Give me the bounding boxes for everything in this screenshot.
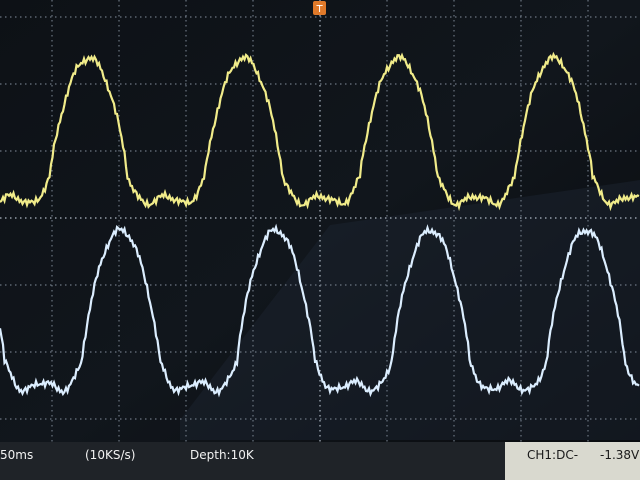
timebase: 50ms bbox=[0, 448, 33, 462]
glare bbox=[180, 180, 640, 440]
graticule bbox=[0, 0, 640, 442]
sample-rate: (10KS/s) bbox=[85, 448, 135, 462]
trigger-marker-group: T bbox=[313, 1, 326, 15]
channel2-trace bbox=[0, 223, 640, 398]
channel1-trace bbox=[0, 51, 640, 212]
traces bbox=[0, 51, 640, 398]
trigger-marker: T bbox=[315, 4, 323, 15]
trigger-level: -1.38V bbox=[600, 448, 640, 462]
channel-box bbox=[505, 442, 640, 480]
trigger-marker-box bbox=[313, 1, 326, 15]
channel-coupling: CH1:DC- bbox=[527, 448, 578, 462]
depth: Depth:10K bbox=[190, 448, 255, 462]
